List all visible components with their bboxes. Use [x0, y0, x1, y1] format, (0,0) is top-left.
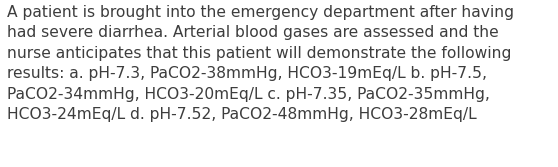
Text: A patient is brought into the emergency department after having
had severe diarr: A patient is brought into the emergency … [7, 5, 514, 122]
